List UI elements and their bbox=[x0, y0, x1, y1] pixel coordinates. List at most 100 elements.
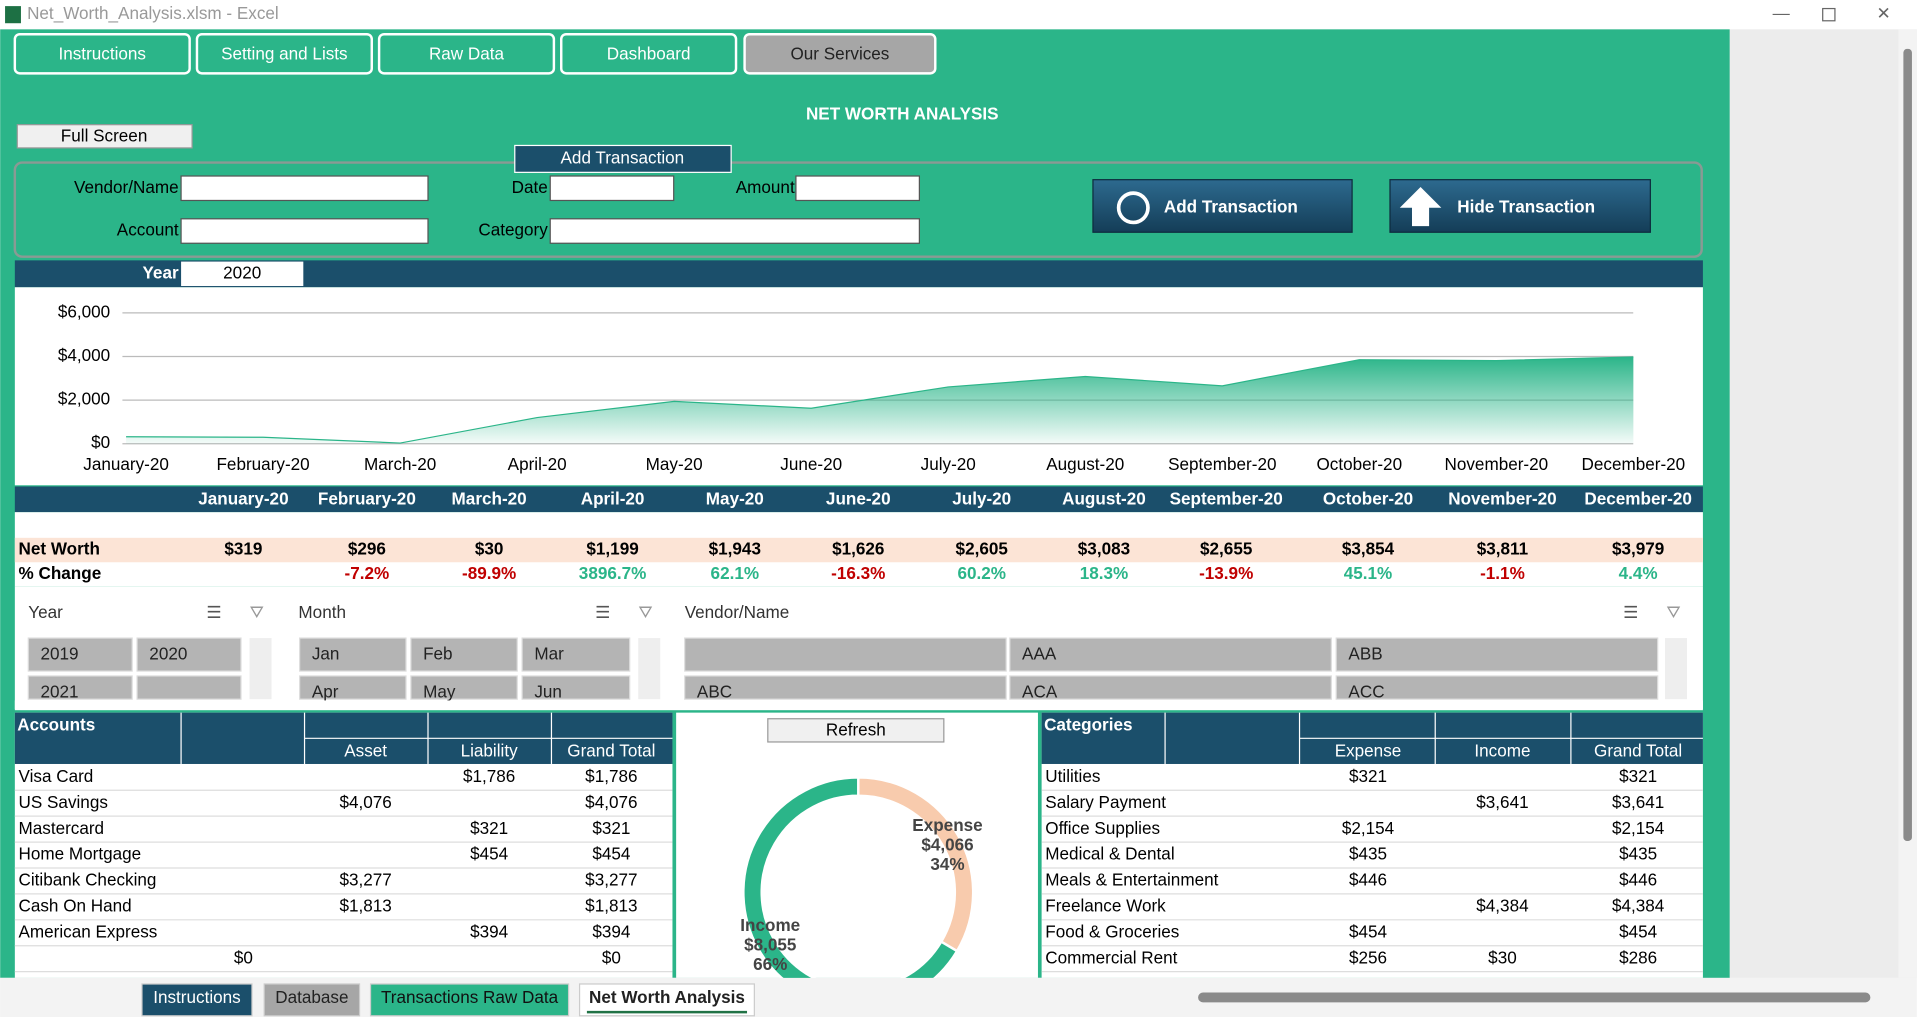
table-cell: Medical & Dental bbox=[1045, 845, 1174, 864]
slicer-multiselect-icon[interactable]: ☰ bbox=[1623, 603, 1638, 622]
slicer-item[interactable] bbox=[410, 675, 518, 700]
table-cell: Cash On Hand bbox=[19, 897, 132, 916]
slicer-item-label: Apr bbox=[312, 683, 339, 702]
sheet-tab[interactable] bbox=[263, 983, 361, 1017]
table-cell: $435 bbox=[1349, 845, 1387, 864]
horizontal-scroll-thumb[interactable] bbox=[1198, 992, 1871, 1003]
full-screen-button[interactable] bbox=[16, 124, 193, 149]
change-value: -1.1% bbox=[1480, 564, 1525, 583]
table-cell: $256 bbox=[1349, 948, 1387, 967]
window-restore[interactable] bbox=[1822, 7, 1836, 22]
field-input[interactable] bbox=[549, 218, 920, 244]
column-header: Liability bbox=[461, 741, 519, 760]
slicer-item[interactable] bbox=[136, 675, 242, 700]
x-tick-label: January-20 bbox=[83, 455, 169, 474]
window-minimize[interactable]: — bbox=[1773, 4, 1791, 23]
x-tick-label: October-20 bbox=[1317, 455, 1403, 474]
field-input[interactable] bbox=[180, 175, 429, 202]
donut-percent: 34% bbox=[930, 855, 964, 874]
sheet-tab[interactable] bbox=[369, 983, 570, 1017]
slicer-item[interactable] bbox=[27, 675, 133, 700]
sheet-tab[interactable] bbox=[578, 983, 755, 1017]
field-label: Vendor/Name bbox=[74, 178, 179, 197]
field-input[interactable] bbox=[180, 218, 429, 244]
net-worth-value: $2,605 bbox=[956, 540, 1009, 559]
table-cell: Food & Groceries bbox=[1045, 922, 1179, 941]
year-value: 2020 bbox=[223, 263, 261, 282]
nav-button[interactable] bbox=[377, 33, 556, 75]
slicer-scroll[interactable] bbox=[249, 638, 272, 700]
nav-button[interactable] bbox=[195, 33, 373, 75]
x-tick-label: December-20 bbox=[1582, 455, 1686, 474]
slicer-item[interactable] bbox=[27, 637, 133, 672]
table-title: Categories bbox=[1044, 716, 1132, 735]
nav-button[interactable] bbox=[13, 33, 191, 75]
slicer-item[interactable] bbox=[1335, 637, 1659, 672]
table-cell: $394 bbox=[470, 922, 509, 941]
add-icon bbox=[1116, 191, 1150, 225]
full-screen-label: Full Screen bbox=[61, 126, 148, 145]
slicer-item[interactable] bbox=[136, 637, 242, 672]
table-cell: $3,641 bbox=[1476, 793, 1528, 812]
table-title: Accounts bbox=[17, 716, 95, 735]
slicer-multiselect-icon[interactable]: ☰ bbox=[206, 603, 221, 622]
x-tick-label: July-20 bbox=[921, 455, 976, 474]
slicer-item[interactable] bbox=[521, 675, 631, 700]
table-cell: American Express bbox=[19, 922, 158, 941]
slicer-clear-filter-icon[interactable]: ⛛ bbox=[250, 603, 264, 622]
slicer-item[interactable] bbox=[1009, 675, 1332, 700]
scroll-thumb[interactable] bbox=[1903, 48, 1912, 841]
x-tick-label: April-20 bbox=[508, 455, 567, 474]
field-label: Date bbox=[512, 178, 548, 197]
window-title: Net_Worth_Analysis.xlsm - Excel bbox=[27, 4, 279, 23]
table-cell: $1,813 bbox=[585, 897, 637, 916]
slicer-item[interactable] bbox=[684, 675, 1007, 700]
column-header: Asset bbox=[344, 741, 387, 760]
slicer-scroll[interactable] bbox=[638, 638, 661, 700]
x-tick-label: May-20 bbox=[646, 455, 703, 474]
slicer-clear-filter-icon[interactable]: ⛛ bbox=[1666, 603, 1680, 622]
window-close[interactable]: ✕ bbox=[1876, 4, 1890, 23]
year-input[interactable] bbox=[181, 261, 304, 287]
slicer-item[interactable] bbox=[1335, 675, 1659, 700]
slicer-item-label: 2020 bbox=[149, 645, 187, 664]
slicer-item[interactable] bbox=[1009, 637, 1332, 672]
nav-button-label: Setting and Lists bbox=[221, 45, 347, 64]
slicer-scroll[interactable] bbox=[1665, 638, 1688, 700]
form-heading: Add Transaction bbox=[561, 148, 685, 167]
slicer-item[interactable] bbox=[299, 637, 407, 672]
net-worth-value: $3,083 bbox=[1078, 540, 1130, 559]
nav-button[interactable] bbox=[743, 33, 937, 75]
slicer-multiselect-icon[interactable]: ☰ bbox=[595, 603, 610, 622]
dashboard-title: NET WORTH ANALYSIS bbox=[806, 104, 999, 123]
area-line bbox=[126, 356, 1634, 444]
x-tick-label: September-20 bbox=[1168, 455, 1276, 474]
slicer-item[interactable] bbox=[684, 637, 1007, 672]
y-tick-label: $0 bbox=[91, 433, 110, 452]
table-cell: Visa Card bbox=[19, 767, 94, 786]
net-worth-value: $1,626 bbox=[832, 540, 884, 559]
net-worth-value: $3,854 bbox=[1342, 540, 1395, 559]
year-label: Year bbox=[142, 263, 178, 282]
change-value: 3896.7% bbox=[579, 564, 647, 583]
x-tick-label: November-20 bbox=[1445, 455, 1549, 474]
sheet-tab[interactable] bbox=[141, 983, 253, 1017]
slicer-title: Year bbox=[28, 603, 63, 622]
month-header: May-20 bbox=[706, 489, 764, 508]
nav-button[interactable] bbox=[560, 33, 738, 75]
slicer-item-label: May bbox=[423, 683, 456, 702]
field-input[interactable] bbox=[795, 175, 920, 202]
column-header: Grand Total bbox=[1594, 741, 1682, 760]
refresh-button[interactable] bbox=[767, 718, 945, 743]
net-worth-value: $2,655 bbox=[1200, 540, 1253, 559]
slicer-item[interactable] bbox=[410, 637, 518, 672]
sheet-tab-label: Database bbox=[275, 988, 348, 1007]
field-input[interactable] bbox=[549, 175, 675, 202]
slicer-item[interactable] bbox=[521, 637, 631, 672]
table-cell: $1,786 bbox=[463, 767, 515, 786]
table-cell: $4,076 bbox=[585, 793, 637, 812]
slicer-clear-filter-icon[interactable]: ⛛ bbox=[638, 603, 652, 622]
slicer-item[interactable] bbox=[299, 675, 407, 700]
field-label: Account bbox=[117, 221, 179, 240]
